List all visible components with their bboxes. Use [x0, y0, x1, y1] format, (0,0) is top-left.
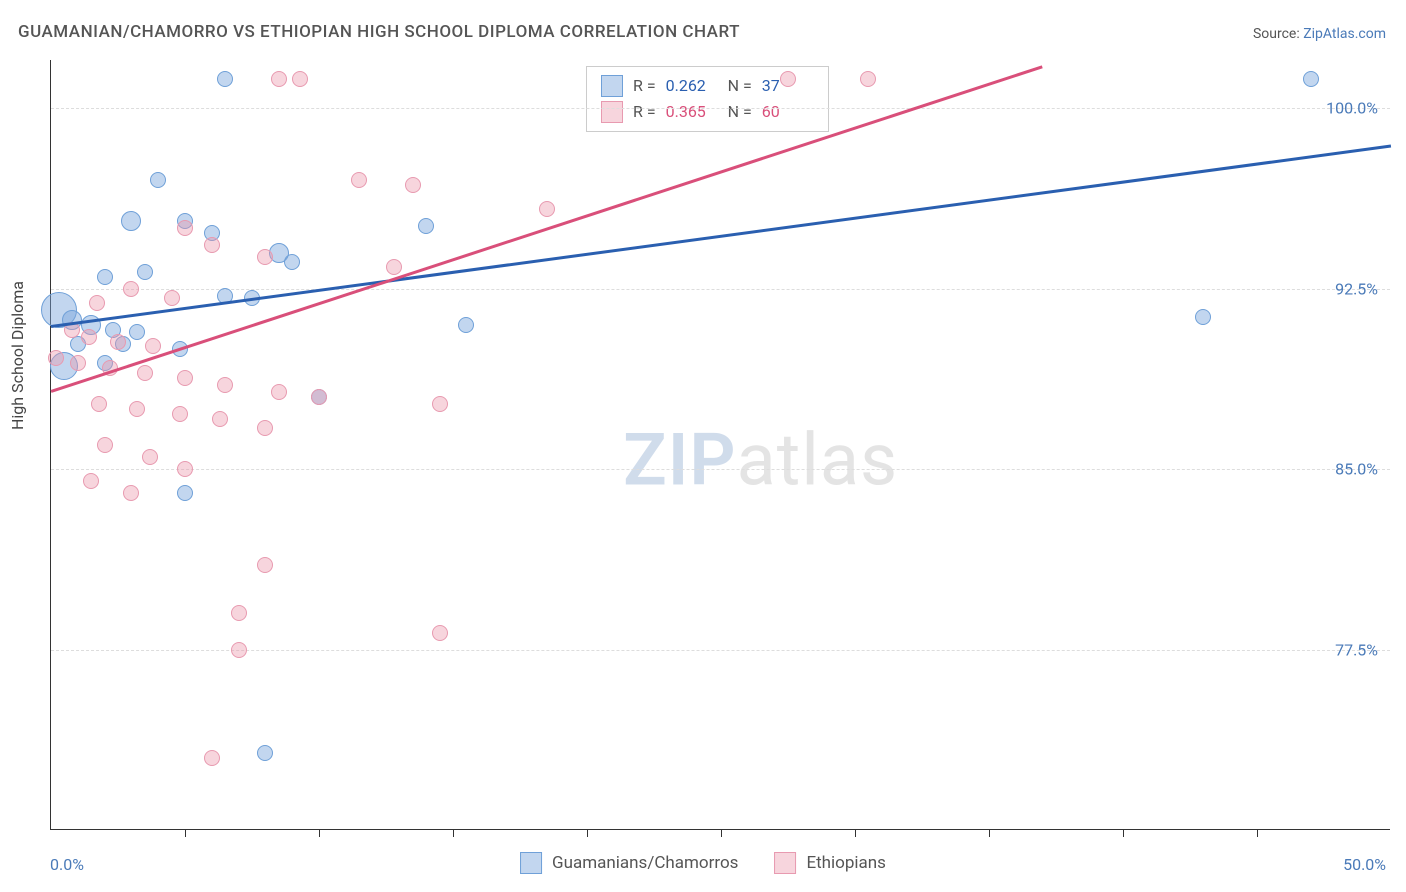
scatter-point: [257, 249, 273, 265]
trend-line: [51, 65, 1043, 392]
legend-label: Guamanians/Chamorros: [552, 853, 738, 873]
scatter-point: [142, 449, 158, 465]
scatter-point: [177, 485, 193, 501]
legend-item: Guamanians/Chamorros: [520, 852, 738, 874]
scatter-point: [217, 71, 233, 87]
y-tick-label: 100.0%: [1326, 99, 1378, 118]
stats-swatch: [601, 101, 623, 123]
x-tick: [453, 829, 454, 837]
scatter-point: [292, 71, 308, 87]
scatter-point: [48, 350, 64, 366]
legend-swatch: [774, 852, 796, 874]
scatter-point: [129, 324, 145, 340]
plot-area: ZIPatlas R =0.262N =37R =0.365N =60 100.…: [50, 60, 1390, 830]
scatter-point: [386, 259, 402, 275]
legend-label: Ethiopians: [806, 853, 886, 873]
scatter-point: [257, 745, 273, 761]
watermark: ZIPatlas: [623, 417, 898, 502]
scatter-point: [83, 473, 99, 489]
scatter-point: [539, 201, 555, 217]
scatter-point: [231, 605, 247, 621]
stats-swatch: [601, 75, 623, 97]
scatter-point: [311, 389, 327, 405]
stats-r-label: R =: [633, 73, 656, 99]
scatter-point: [204, 750, 220, 766]
scatter-point: [97, 437, 113, 453]
x-tick: [185, 829, 186, 837]
stats-n-label: N =: [728, 99, 752, 125]
stats-r-value: 0.262: [666, 73, 718, 99]
scatter-point: [97, 269, 113, 285]
scatter-point: [110, 334, 126, 350]
scatter-point: [150, 172, 166, 188]
stats-n-label: N =: [728, 73, 752, 99]
source-link[interactable]: ZipAtlas.com: [1303, 26, 1386, 42]
legend-item: Ethiopians: [774, 852, 886, 874]
x-axis-max-label: 50.0%: [1343, 855, 1386, 874]
scatter-point: [432, 625, 448, 641]
scatter-point: [1303, 71, 1319, 87]
y-tick-label: 77.5%: [1335, 640, 1378, 659]
scatter-point: [1195, 309, 1211, 325]
x-tick: [1257, 829, 1258, 837]
stats-r-value: 0.365: [666, 99, 718, 125]
scatter-point: [177, 461, 193, 477]
scatter-point: [123, 281, 139, 297]
scatter-point: [418, 218, 434, 234]
gridline: [51, 650, 1390, 651]
scatter-point: [91, 396, 107, 412]
x-axis-min-label: 0.0%: [50, 855, 84, 874]
scatter-point: [164, 290, 180, 306]
scatter-point: [137, 264, 153, 280]
x-tick: [587, 829, 588, 837]
stats-row: R = 0.365 N = 60: [601, 99, 814, 125]
scatter-point: [204, 237, 220, 253]
scatter-point: [129, 401, 145, 417]
scatter-point: [123, 485, 139, 501]
watermark-zip: ZIP: [623, 417, 736, 502]
stats-r-label: R =: [633, 99, 656, 125]
scatter-point: [121, 211, 141, 231]
y-tick-label: 92.5%: [1335, 279, 1378, 298]
x-tick: [721, 829, 722, 837]
scatter-point: [137, 365, 153, 381]
x-tick: [855, 829, 856, 837]
x-tick: [1123, 829, 1124, 837]
y-tick-label: 85.0%: [1335, 460, 1378, 479]
scatter-point: [257, 557, 273, 573]
scatter-point: [81, 329, 97, 345]
scatter-point: [172, 406, 188, 422]
scatter-point: [458, 317, 474, 333]
scatter-point: [284, 254, 300, 270]
gridline: [51, 108, 1390, 109]
source-label: Source:: [1253, 26, 1300, 42]
scatter-point: [212, 411, 228, 427]
gridline: [51, 469, 1390, 470]
scatter-point: [89, 295, 105, 311]
chart-container: { "title": "GUAMANIAN/CHAMORRO VS ETHIOP…: [0, 0, 1406, 892]
scatter-point: [257, 420, 273, 436]
scatter-point: [231, 642, 247, 658]
x-tick: [319, 829, 320, 837]
scatter-point: [351, 172, 367, 188]
scatter-point: [177, 370, 193, 386]
legend-swatch: [520, 852, 542, 874]
source-attribution: Source: ZipAtlas.com: [1253, 26, 1386, 42]
scatter-point: [271, 71, 287, 87]
scatter-point: [860, 71, 876, 87]
scatter-point: [217, 377, 233, 393]
y-axis-label: High School Diploma: [8, 281, 27, 430]
scatter-point: [780, 71, 796, 87]
scatter-point: [432, 396, 448, 412]
chart-title: GUAMANIAN/CHAMORRO VS ETHIOPIAN HIGH SCH…: [18, 22, 740, 42]
legend: Guamanians/Chamorros Ethiopians: [520, 852, 886, 874]
scatter-point: [70, 355, 86, 371]
x-tick: [989, 829, 990, 837]
stats-n-value: 60: [762, 99, 814, 125]
scatter-point: [177, 220, 193, 236]
scatter-point: [271, 384, 287, 400]
scatter-point: [405, 177, 421, 193]
scatter-point: [145, 338, 161, 354]
watermark-atlas: atlas: [737, 417, 899, 502]
